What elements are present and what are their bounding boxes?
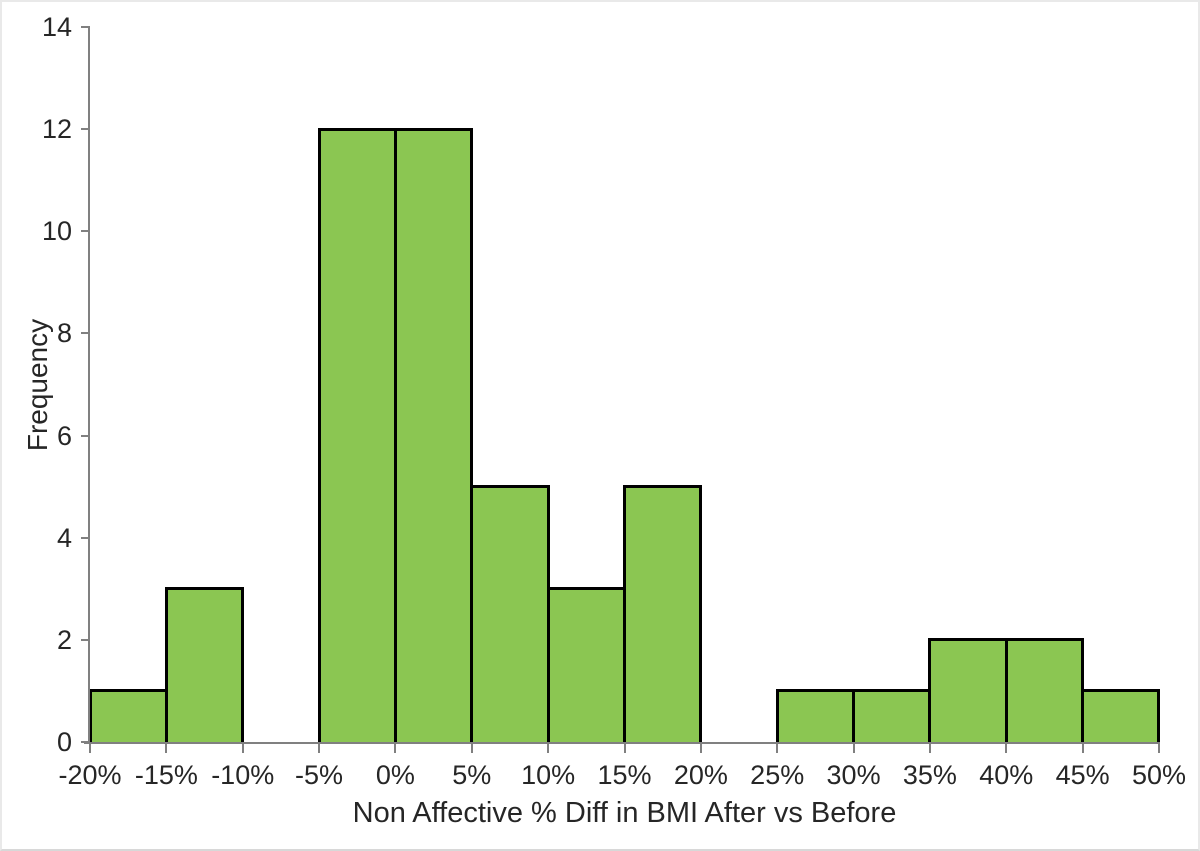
y-axis-tick (81, 230, 89, 233)
x-tick-label: 30% (826, 760, 881, 790)
histogram-bar (623, 485, 703, 742)
x-axis-line (84, 742, 1160, 744)
y-axis-tick (81, 638, 89, 641)
y-tick-label: 12 (41, 114, 72, 145)
x-tick-label: 0% (375, 760, 415, 790)
x-axis-tick (1005, 744, 1008, 753)
y-axis-tick (81, 741, 89, 743)
histogram-bar (546, 587, 626, 742)
x-axis-tick (852, 744, 855, 753)
histogram-bar (928, 638, 1008, 742)
y-axis-tick (81, 434, 89, 437)
x-tick-label: 25% (750, 760, 805, 790)
x-tick-label: 20% (673, 760, 728, 790)
y-tick-label: 2 (56, 624, 72, 655)
histogram-bar (470, 485, 550, 742)
y-axis-tick (81, 536, 89, 539)
x-axis-tick (547, 744, 550, 753)
histogram-bar (393, 127, 474, 742)
x-axis-tick (241, 744, 244, 753)
x-axis-tick (623, 744, 626, 753)
x-tick-label: -20% (58, 760, 122, 790)
histogram-bar (88, 689, 168, 742)
y-tick-label: 14 (41, 12, 72, 42)
x-axis-tick (1081, 744, 1084, 753)
x-tick-label: -15% (134, 760, 198, 790)
y-axis-tick (81, 26, 89, 28)
y-tick-label: 4 (56, 522, 72, 553)
y-tick-label: 6 (56, 420, 72, 451)
x-axis-tick (165, 744, 168, 753)
histogram-bar (1081, 689, 1161, 742)
histogram-bar (317, 127, 397, 742)
x-tick-label: 50% (1131, 760, 1187, 790)
x-axis-tick (89, 744, 91, 753)
x-axis-tick (318, 744, 321, 753)
y-axis-tick (81, 332, 89, 335)
x-axis-title: Non Affective % Diff in BMI After vs Bef… (352, 797, 897, 829)
x-tick-label: -5% (295, 760, 344, 790)
x-axis-tick (470, 744, 473, 753)
x-tick-label: -10% (211, 760, 275, 790)
x-tick-label: 10% (521, 760, 576, 790)
histogram-bar (1004, 638, 1085, 742)
x-axis-tick (1158, 744, 1160, 753)
x-axis-tick (928, 744, 931, 753)
histogram-bar (852, 689, 932, 742)
y-tick-label: 10 (41, 216, 72, 247)
y-tick-label: 8 (56, 318, 72, 349)
x-tick-label: 5% (452, 760, 492, 790)
x-tick-label: 15% (597, 760, 652, 790)
x-tick-label: 35% (902, 760, 957, 790)
x-tick-label: 40% (979, 760, 1034, 790)
histogram-bar (164, 587, 245, 742)
x-axis-tick (776, 744, 779, 753)
y-axis-line (88, 26, 90, 744)
x-axis-tick (394, 744, 397, 753)
y-tick-label: 0 (56, 727, 72, 757)
y-axis-title: Frequency (22, 318, 53, 452)
y-axis-tick (81, 128, 89, 131)
histogram-bar (775, 689, 856, 742)
x-axis-tick (699, 744, 702, 753)
x-tick-label: 45% (1055, 760, 1110, 790)
